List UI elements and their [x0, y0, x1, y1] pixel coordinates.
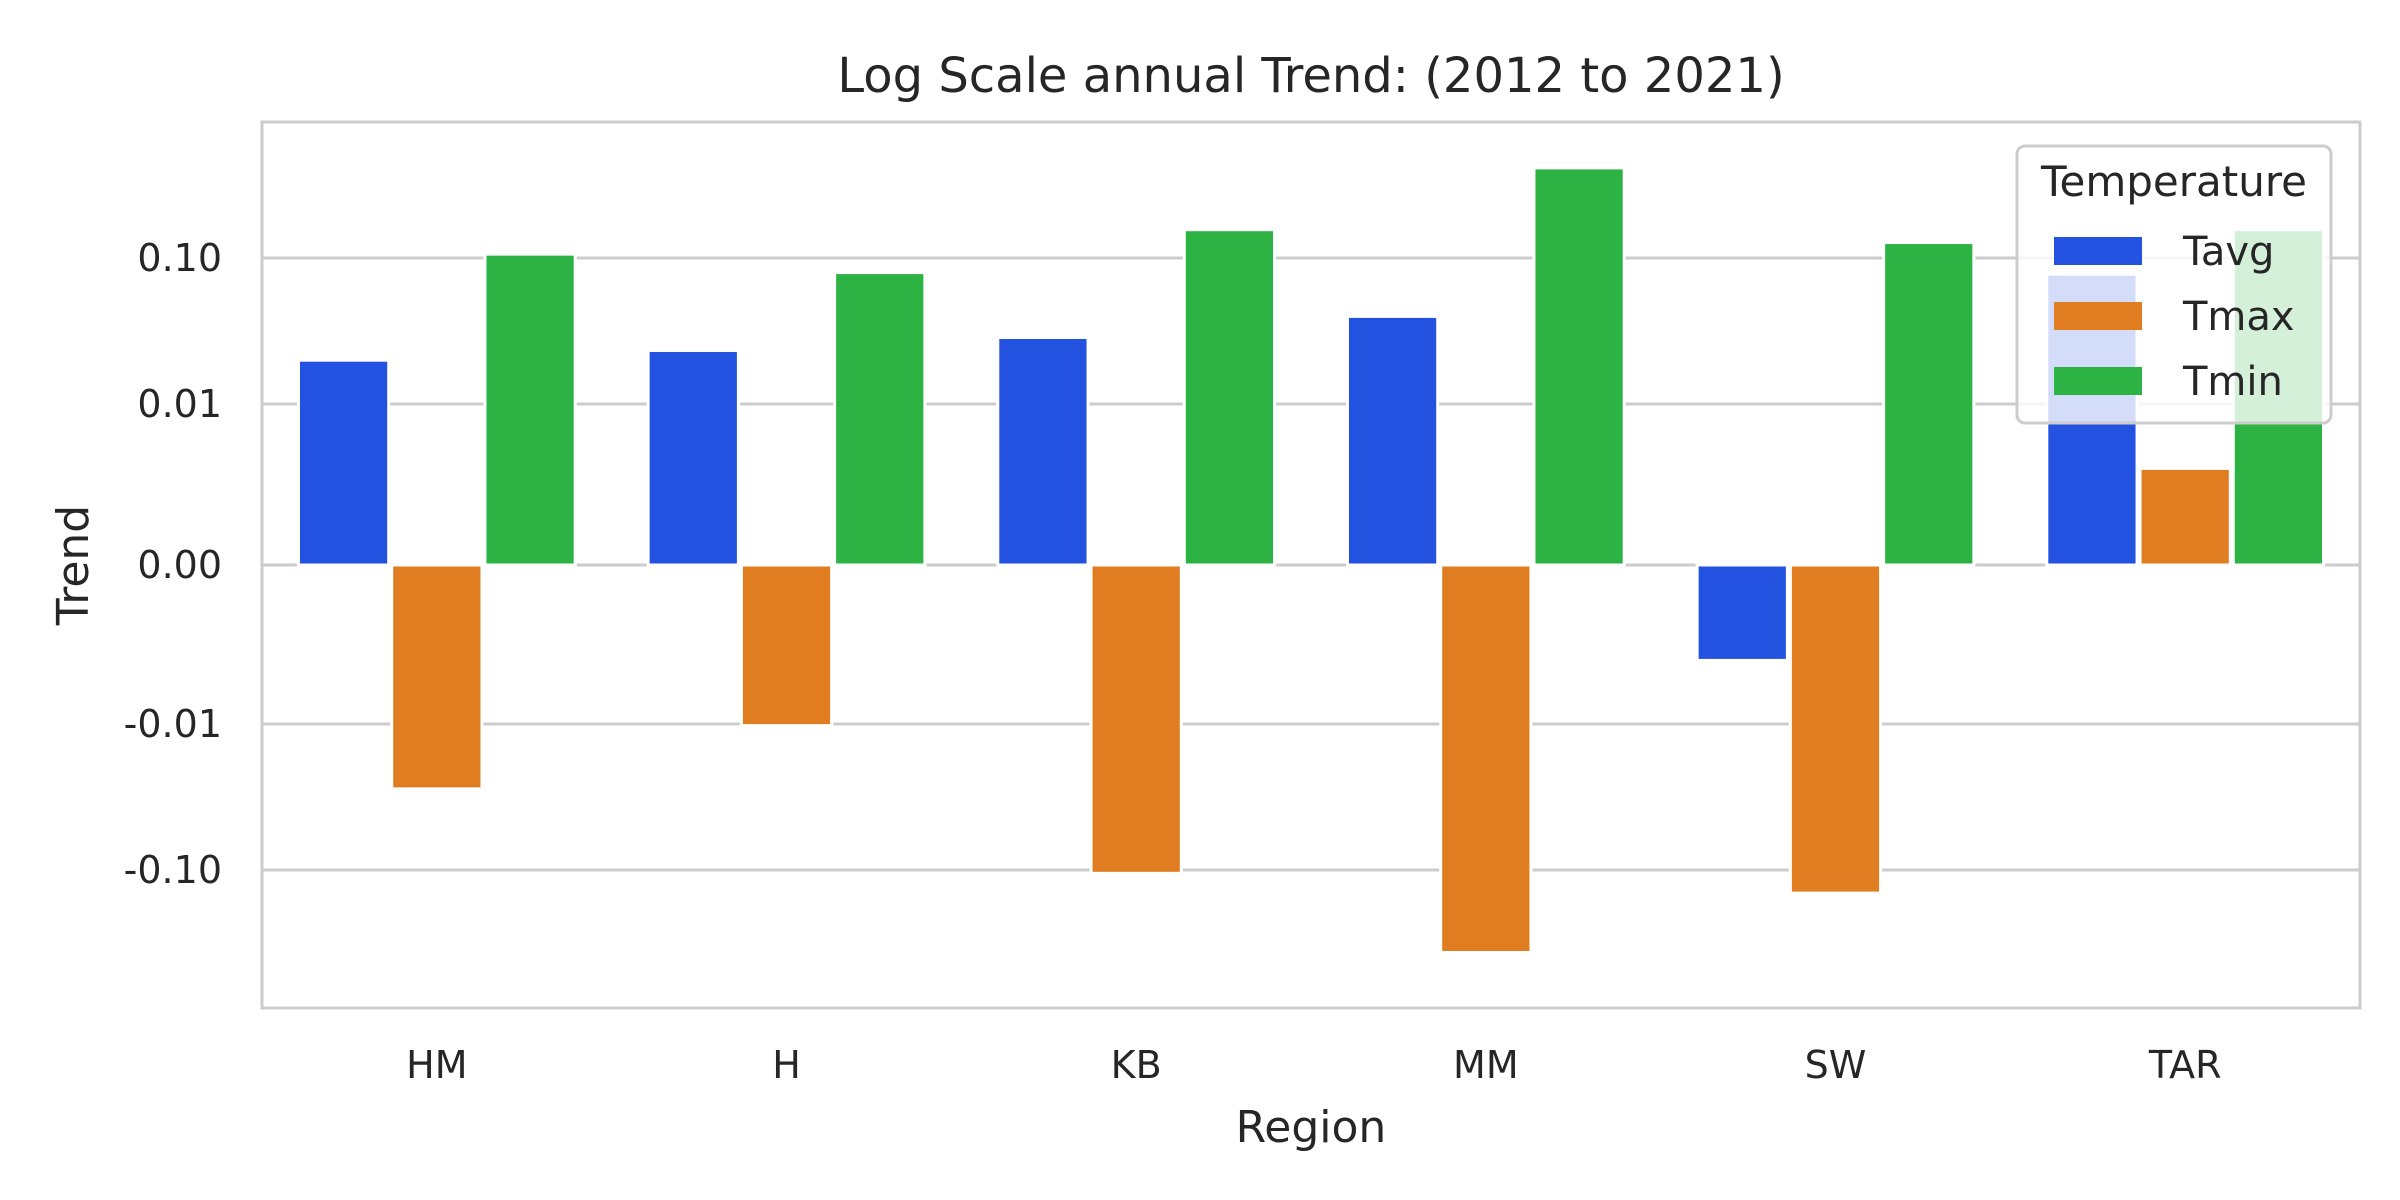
- bar-tmax-sw: [1788, 563, 1883, 895]
- legend-label-tmax: Tmax: [2182, 294, 2295, 340]
- x-tick-label: H: [772, 1043, 801, 1087]
- bar-tmin-h: [833, 271, 927, 567]
- y-tick-label: -0.10: [124, 848, 222, 892]
- x-axis-label: Region: [1236, 1102, 1387, 1153]
- bar-tavg-mm: [1345, 314, 1440, 567]
- y-tick-label: 0.01: [137, 382, 222, 426]
- x-tick-label: TAR: [2148, 1043, 2222, 1087]
- bar-tmax-kb: [1089, 563, 1183, 875]
- x-tick-label: SW: [1805, 1043, 1867, 1087]
- legend-label-tavg: Tavg: [2182, 229, 2274, 275]
- bar-tavg-sw: [1695, 563, 1789, 662]
- legend-swatch-tmax: [2054, 302, 2142, 330]
- bar-tmin-hm: [483, 252, 577, 567]
- bar-tmax-hm: [390, 563, 484, 791]
- legend: Temperature Tavg Tmax Tmin: [2015, 144, 2333, 425]
- grid-lines: [262, 256, 2360, 872]
- bar-tavg-hm: [296, 358, 391, 567]
- legend-swatch-tmin: [2054, 367, 2142, 395]
- y-tick-labels: 0.10 0.01 0.00 -0.01 -0.10: [124, 236, 222, 892]
- x-tick-label: HM: [406, 1043, 467, 1087]
- legend-frame: [2015, 144, 2333, 425]
- bar-tmax-tar: [2138, 466, 2232, 567]
- bar-tavg-kb: [996, 335, 1090, 567]
- x-tick-labels: HM H KB MM SW TAR: [406, 1043, 2221, 1087]
- legend-swatch-tavg: [2054, 237, 2142, 265]
- y-tick-label: 0.10: [137, 236, 222, 280]
- bar-tmin-mm: [1532, 166, 1626, 567]
- plot-frame: [260, 120, 2362, 1010]
- chart-title: Log Scale annual Trend: (2012 to 2021): [837, 48, 1784, 104]
- bar-tmax-h: [739, 563, 834, 728]
- bar-tmin-sw: [1882, 241, 1976, 567]
- bar-tmax-mm: [1439, 563, 1533, 954]
- y-axis-label: Trend: [48, 505, 99, 626]
- x-tick-label: KB: [1111, 1043, 1162, 1087]
- y-tick-label: 0.00: [137, 543, 222, 587]
- y-tick-label: -0.01: [124, 702, 222, 746]
- bar-tmin-kb: [1182, 228, 1277, 567]
- legend-label-tmin: Tmin: [2182, 359, 2283, 405]
- x-tick-label: MM: [1453, 1043, 1519, 1087]
- bar-tavg-h: [646, 348, 740, 567]
- legend-items: Tavg Tmax Tmin: [2054, 229, 2295, 405]
- legend-title: Temperature: [2040, 157, 2307, 206]
